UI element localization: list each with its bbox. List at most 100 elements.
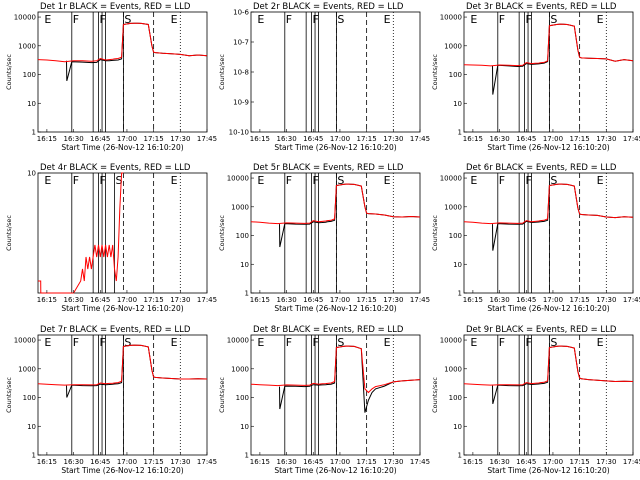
x-axis-label: Start Time (26-Nov-12 16:10:20): [61, 466, 183, 475]
lld-series-line: [37, 22, 208, 63]
x-tick-label: 17:45: [410, 296, 430, 304]
panel-title: Det 4r BLACK = Events, RED = LLD: [40, 163, 191, 173]
x-tick-label: 16:15: [37, 135, 57, 143]
y-axis-label: Counts/sec: [218, 377, 226, 413]
x-tick-label: 16:15: [463, 296, 483, 304]
events-series-line: [66, 22, 208, 82]
y-tick-label: 1: [32, 452, 36, 460]
x-tick-label: 17:30: [596, 296, 616, 304]
y-tick-label: 1: [32, 129, 36, 137]
x-tick-label: 17:15: [144, 296, 164, 304]
panel-title: Det 1r BLACK = Events, RED = LLD: [40, 2, 191, 12]
panel-frame: [463, 11, 634, 133]
y-axis-label: Counts/sec: [431, 215, 439, 251]
x-tick-label: 16:15: [250, 458, 270, 466]
x-tick-label: 16:30: [63, 296, 83, 304]
event-marker-label: E: [257, 336, 264, 349]
y-tick-label: 10: [27, 100, 36, 108]
x-axis-label: Start Time (26-Nov-12 16:10:20): [61, 143, 183, 152]
x-tick-label: 17:45: [623, 458, 640, 466]
y-tick-label: 1000: [444, 365, 462, 373]
event-marker-label: E: [171, 13, 178, 26]
panel-title: Det 9r BLACK = Events, RED = LLD: [466, 325, 617, 335]
x-tick-label: 17:15: [144, 135, 164, 143]
x-tick-label: 16:15: [37, 296, 57, 304]
y-tick-label: 100: [236, 394, 249, 402]
events-series-line: [279, 183, 421, 248]
x-tick-label: 16:45: [516, 135, 536, 143]
y-tick-label: 10-6: [233, 9, 249, 17]
panel-title: Det 5r BLACK = Events, RED = LLD: [253, 163, 404, 173]
panel-frame: [250, 11, 421, 133]
event-marker-label: E: [384, 13, 391, 26]
lld-series-line: [38, 172, 124, 294]
y-tick-label: 100: [23, 394, 36, 402]
event-marker-label: F: [499, 174, 505, 187]
y-tick-label: 1: [458, 452, 462, 460]
event-marker-label: E: [384, 174, 391, 187]
x-tick-label: 17:45: [623, 135, 640, 143]
x-tick-label: 17:15: [357, 135, 377, 143]
y-tick-label: 1000: [18, 42, 36, 50]
y-tick-label: 100: [23, 71, 36, 79]
event-marker-label: E: [470, 336, 477, 349]
x-tick-label: 17:15: [357, 458, 377, 466]
x-tick-label: 16:30: [489, 135, 509, 143]
panel-title: Det 8r BLACK = Events, RED = LLD: [253, 325, 404, 335]
y-axis-label: Counts/sec: [431, 54, 439, 90]
y-tick-label: 10: [27, 423, 36, 431]
x-tick-label: 17:15: [357, 296, 377, 304]
lld-series-line: [463, 23, 634, 67]
event-marker-label: F: [499, 336, 505, 349]
y-tick-label: 1000: [18, 365, 36, 373]
x-tick-label: 17:00: [117, 296, 137, 304]
x-tick-label: 17:15: [570, 135, 590, 143]
y-tick-label: 10-9: [233, 99, 249, 107]
panel-frame: [250, 172, 421, 294]
y-tick-label: 1000: [231, 365, 249, 373]
y-axis-label: Counts/sec: [5, 215, 13, 251]
event-marker-label: S: [124, 13, 131, 26]
event-marker-label: S: [115, 174, 122, 187]
x-tick-label: 16:45: [303, 135, 323, 143]
x-tick-label: 16:45: [516, 296, 536, 304]
event-marker-label: F: [525, 13, 531, 26]
events-series-line: [492, 23, 634, 95]
x-tick-label: 16:45: [90, 296, 110, 304]
x-axis-label: Start Time (26-Nov-12 16:10:20): [274, 466, 396, 475]
x-tick-label: 17:30: [596, 458, 616, 466]
y-tick-label: 10: [453, 423, 462, 431]
y-axis-label: Counts/sec: [5, 377, 13, 413]
event-marker-label: F: [99, 336, 105, 349]
event-marker-label: F: [99, 13, 105, 26]
x-tick-label: 17:30: [596, 135, 616, 143]
y-tick-label: 10000: [440, 175, 462, 183]
x-tick-label: 16:15: [37, 458, 57, 466]
x-tick-label: 17:45: [197, 296, 217, 304]
x-axis-label: Start Time (26-Nov-12 16:10:20): [274, 304, 396, 313]
event-marker-label: S: [337, 336, 344, 349]
event-marker-label: F: [99, 174, 105, 187]
x-tick-label: 16:30: [489, 296, 509, 304]
event-marker-label: E: [44, 13, 51, 26]
event-marker-label: E: [384, 336, 391, 349]
y-tick-label: 10000: [227, 175, 249, 183]
event-marker-label: E: [597, 174, 604, 187]
x-tick-label: 17:45: [197, 458, 217, 466]
event-marker-label: S: [550, 174, 557, 187]
y-tick-label: 1000: [444, 42, 462, 50]
x-tick-label: 16:30: [63, 135, 83, 143]
x-axis-label: Start Time (26-Nov-12 16:10:20): [487, 304, 609, 313]
panel-frame: [250, 334, 421, 456]
event-marker-label: F: [525, 336, 531, 349]
x-tick-label: 17:00: [543, 296, 563, 304]
y-tick-label: 10-8: [233, 69, 249, 77]
event-marker-label: S: [337, 174, 344, 187]
event-marker-label: F: [499, 13, 505, 26]
y-tick-label: 10: [240, 261, 249, 269]
event-marker-label: E: [470, 13, 477, 26]
x-axis-label: Start Time (26-Nov-12 16:10:20): [274, 143, 396, 152]
panel-title: Det 3r BLACK = Events, RED = LLD: [466, 2, 617, 12]
x-tick-label: 17:00: [330, 135, 350, 143]
